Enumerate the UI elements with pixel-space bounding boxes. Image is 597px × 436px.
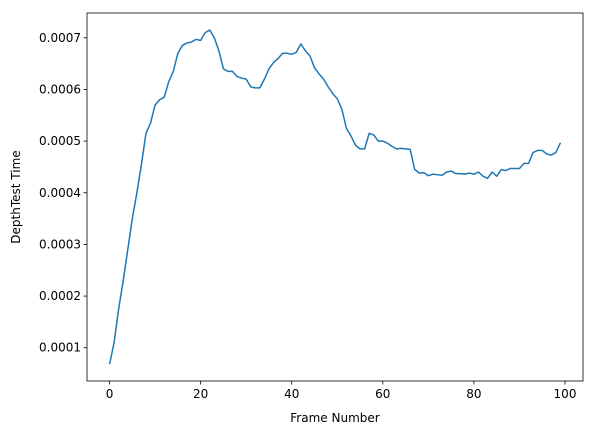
y-axis-label: DepthTest Time — [9, 150, 23, 243]
x-tick-label: 100 — [554, 387, 577, 401]
y-tick-label: 0.0006 — [39, 82, 81, 96]
y-tick-label: 0.0004 — [39, 186, 81, 200]
x-tick-label: 0 — [106, 387, 114, 401]
y-tick-label: 0.0007 — [39, 31, 81, 45]
x-tick-label: 40 — [284, 387, 299, 401]
x-tick-label: 20 — [193, 387, 208, 401]
y-tick-label: 0.0005 — [39, 134, 81, 148]
x-tick-label: 80 — [466, 387, 481, 401]
y-tick-label: 0.0002 — [39, 289, 81, 303]
x-axis-label: Frame Number — [290, 411, 379, 425]
line — [108, 29, 562, 365]
y-tick-label: 0.0001 — [39, 341, 81, 355]
y-tick-label: 0.0003 — [39, 237, 81, 251]
plot-frame — [86, 12, 584, 382]
x-tick-label: 60 — [375, 387, 390, 401]
